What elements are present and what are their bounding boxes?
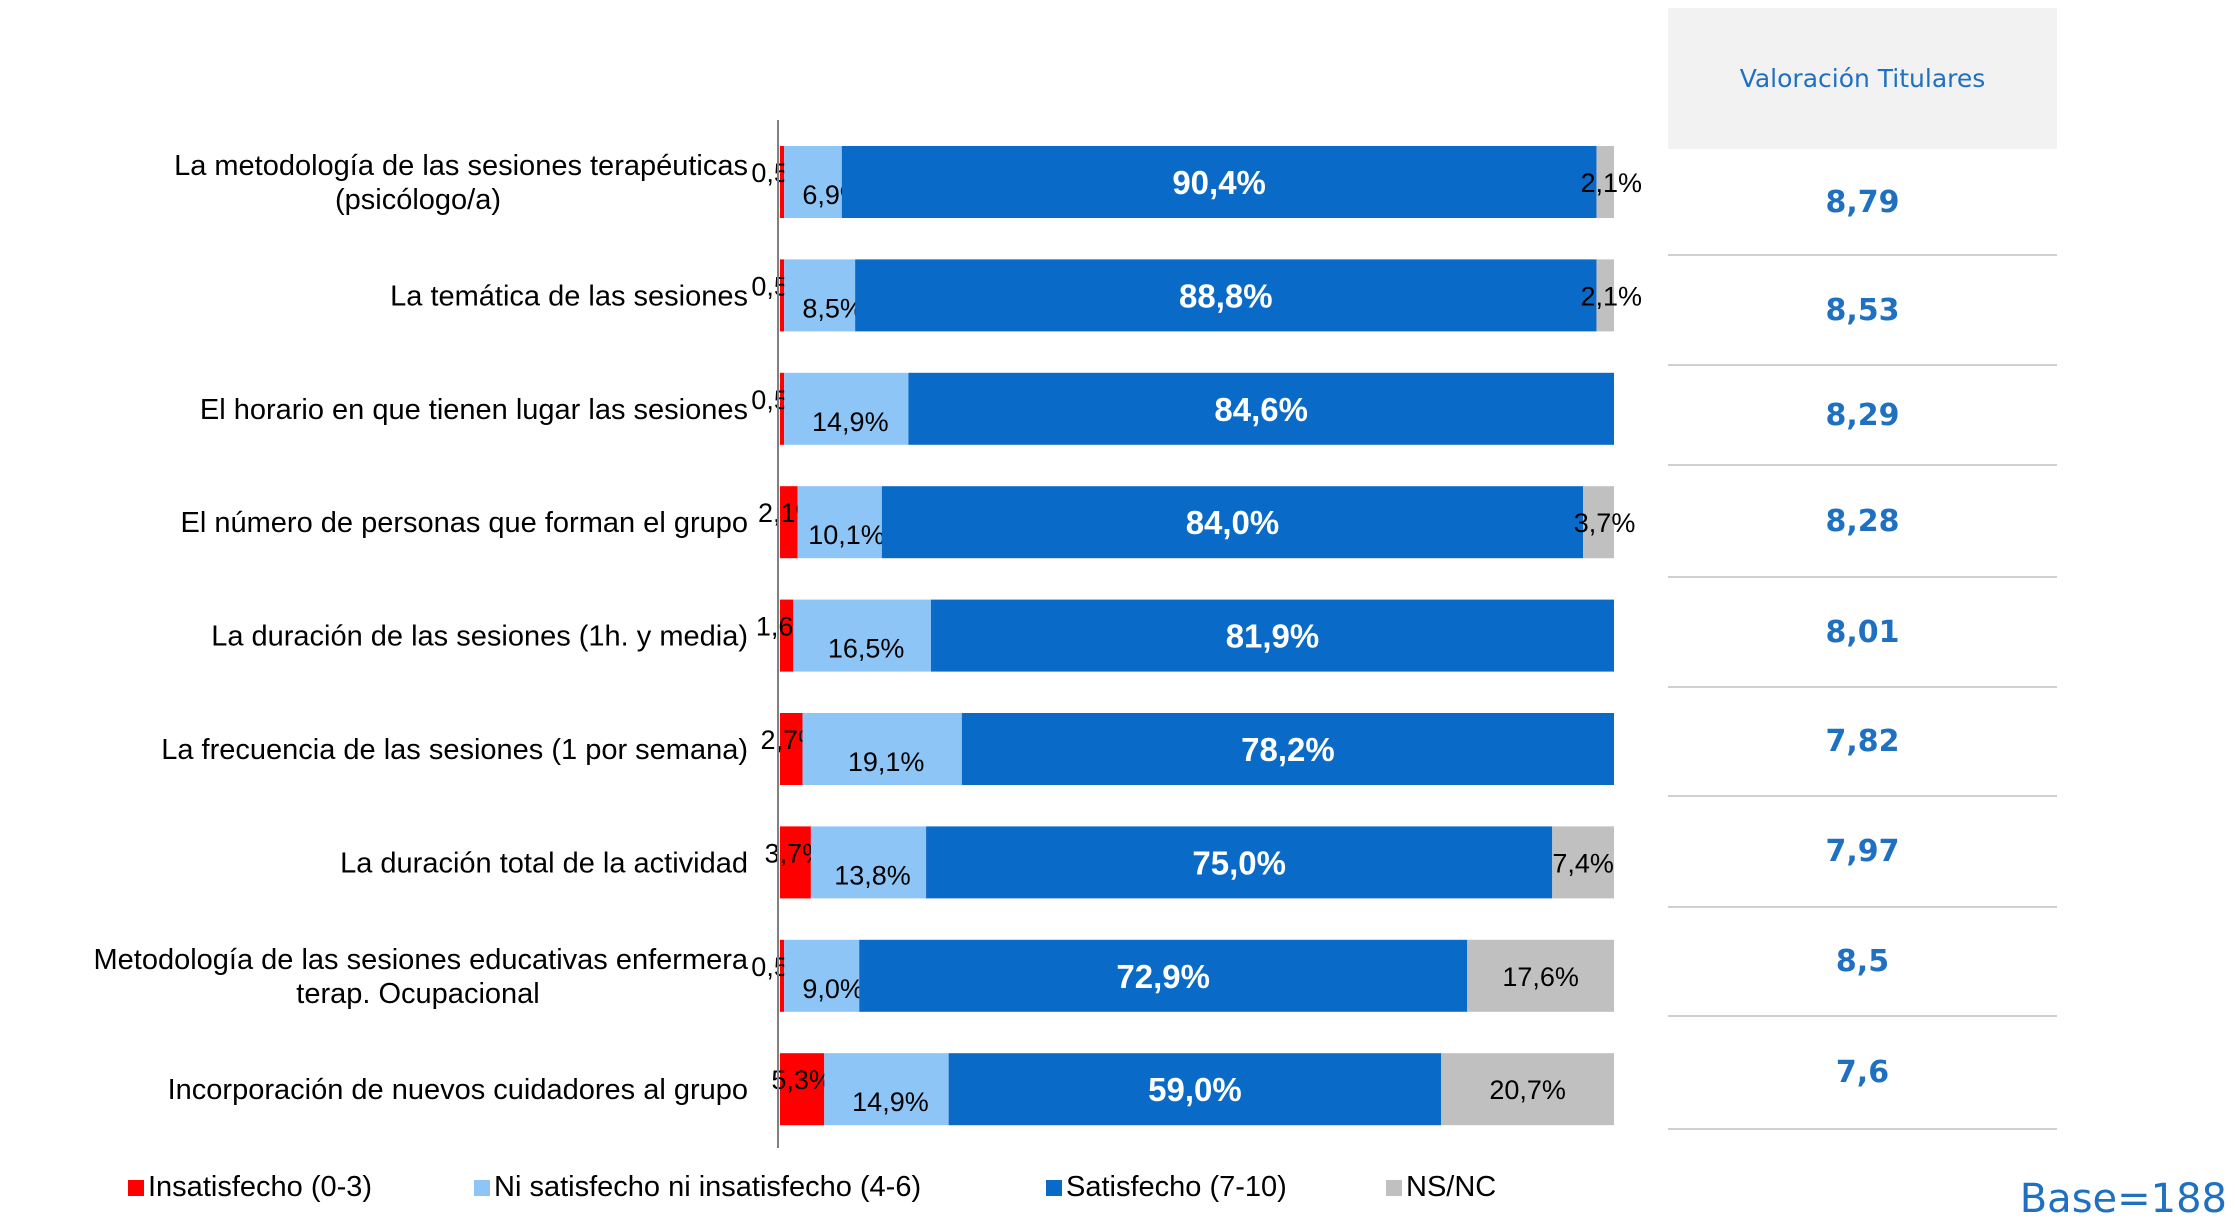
bar-segment <box>802 713 962 785</box>
category-label: La temática de las sesiones <box>390 280 748 312</box>
bar-segment <box>780 1053 825 1126</box>
score-value: 8,53 <box>1668 256 2057 366</box>
segment-value-label: 90,4% <box>1172 164 1266 201</box>
segment-value-label: 14,9% <box>812 407 889 437</box>
segment-value-label: 16,5% <box>828 634 905 664</box>
legend-swatch <box>1386 1180 1402 1196</box>
legend-label: Insatisfecho (0-3) <box>148 1171 372 1203</box>
score-value: 8,29 <box>1668 366 2057 466</box>
bar-segment <box>859 939 1468 1012</box>
score-value: 7,97 <box>1668 797 2057 908</box>
segment-value-label: 78,2% <box>1241 731 1335 768</box>
base-note: Base=188 <box>2019 1176 2227 1222</box>
segment-value-label: 84,6% <box>1214 391 1308 428</box>
legend-swatch <box>128 1180 144 1196</box>
bar-segment <box>1467 939 1614 1012</box>
segment-value-label: 3,7% <box>1574 508 1636 538</box>
category-label: El horario en que tienen lugar las sesio… <box>200 394 748 426</box>
bar-segment <box>810 826 927 899</box>
segment-value-label: 88,8% <box>1179 277 1273 314</box>
segment-value-label: 72,9% <box>1116 958 1210 995</box>
segment-value-label: 20,7% <box>1489 1075 1566 1105</box>
bar-segment <box>797 486 882 559</box>
legend-item: Insatisfecho (0-3) <box>128 1171 372 1203</box>
legend: Insatisfecho (0-3) Ni satisfecho ni insat… <box>128 1171 1496 1203</box>
segment-value-label: 9,0% <box>802 974 864 1004</box>
score-value: 7,82 <box>1668 688 2057 797</box>
segment-value-label: 81,9% <box>1226 618 1320 655</box>
category-label: La frecuencia de las sesiones (1 por sem… <box>161 734 748 766</box>
legend-label: Satisfecho (7-10) <box>1066 1171 1287 1203</box>
bar-segment <box>784 372 909 445</box>
legend-item: Satisfecho (7-10) <box>1046 1171 1287 1203</box>
segment-value-label: 7,4% <box>1552 848 1614 878</box>
bar-segment <box>793 599 931 672</box>
bar-segment <box>841 146 1597 218</box>
bar-segment <box>780 372 785 445</box>
bar-segment <box>1596 146 1614 218</box>
score-column-header: Valoración Titulares <box>1668 8 2057 149</box>
legend-label: NS/NC <box>1406 1171 1496 1203</box>
bar-segment <box>926 826 1553 899</box>
score-value: 8,79 <box>1668 150 2057 256</box>
bar-segment <box>780 713 803 785</box>
segment-value-label: 84,0% <box>1186 504 1280 541</box>
bar-segment <box>824 1053 949 1126</box>
bar-segment <box>784 939 860 1012</box>
legend-item: Ni satisfecho ni insatisfecho (4-6) <box>474 1171 921 1203</box>
bar-segment <box>1552 826 1614 899</box>
segment-value-label: 5,3% <box>771 1065 833 1095</box>
bar-segment <box>930 599 1614 672</box>
score-value: 8,01 <box>1668 578 2057 688</box>
bar-segment <box>1441 1053 1614 1126</box>
bar-segment <box>908 372 1614 445</box>
bar-segment <box>780 486 798 559</box>
legend-swatch <box>1046 1180 1062 1196</box>
legend-swatch <box>474 1180 490 1196</box>
bar-segment <box>780 259 785 332</box>
category-label: El número de personas que forman el grup… <box>181 507 748 539</box>
category-label: La metodología de las sesiones terapéuti… <box>174 150 748 216</box>
bar-segment <box>780 826 811 899</box>
bar-segment <box>780 146 785 218</box>
score-value: 7,6 <box>1668 1017 2057 1130</box>
segment-value-label: 59,0% <box>1148 1071 1242 1108</box>
bar-segment <box>1596 259 1614 332</box>
bar-segment <box>961 713 1614 785</box>
score-value: 8,5 <box>1668 908 2057 1017</box>
bar-segment <box>784 146 842 218</box>
score-value: 8,28 <box>1668 466 2057 578</box>
segment-value-label: 75,0% <box>1192 844 1286 881</box>
category-label: Incorporación de nuevos cuidadores al gr… <box>168 1074 748 1106</box>
bar-segment <box>780 939 785 1012</box>
segment-value-label: 2,1% <box>1580 281 1642 311</box>
segment-value-label: 2,1% <box>1580 168 1642 198</box>
legend-item: NS/NC <box>1386 1171 1496 1203</box>
bar-area: La metodología de las sesiones terapéuti… <box>94 146 1642 1126</box>
category-label: Metodología de las sesiones educativas e… <box>94 944 749 1010</box>
stacked-bar-chart: La metodología de las sesiones terapéuti… <box>94 120 1642 1203</box>
bar-segment <box>948 1053 1442 1126</box>
legend-label: Ni satisfecho ni insatisfecho (4-6) <box>494 1171 921 1203</box>
segment-value-label: 8,5% <box>802 293 864 323</box>
segment-value-label: 13,8% <box>834 860 911 890</box>
segment-value-label: 19,1% <box>848 747 925 777</box>
bar-segment <box>1583 486 1614 559</box>
bar-segment <box>784 259 856 332</box>
bar-segment <box>881 486 1584 559</box>
segment-value-label: 14,9% <box>852 1087 929 1117</box>
segment-value-label: 17,6% <box>1502 962 1579 992</box>
category-label: La duración total de la actividad <box>340 847 748 879</box>
category-label: La duración de las sesiones (1h. y media… <box>211 621 748 653</box>
bar-segment <box>855 259 1597 332</box>
segment-value-label: 10,1% <box>808 520 885 550</box>
bar-segment <box>780 599 794 672</box>
